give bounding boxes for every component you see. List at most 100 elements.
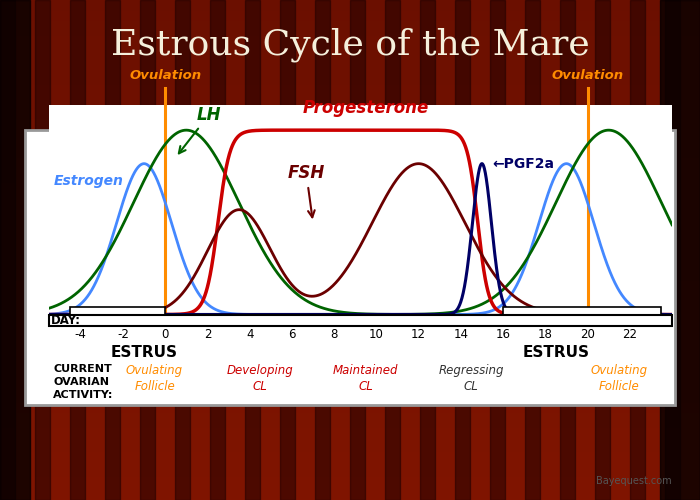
Bar — [0, 202, 700, 203]
Text: FSH: FSH — [288, 164, 325, 218]
Bar — [0, 373, 700, 374]
Bar — [0, 98, 700, 99]
Text: Maintained
CL: Maintained CL — [333, 364, 398, 393]
Bar — [0, 443, 700, 444]
Bar — [0, 495, 700, 496]
Bar — [0, 59, 700, 60]
Bar — [0, 54, 700, 55]
Bar — [0, 496, 700, 497]
Bar — [0, 36, 700, 37]
Bar — [0, 142, 700, 143]
Bar — [0, 350, 700, 351]
Bar — [245, 0, 260, 500]
Bar — [0, 444, 700, 445]
Bar — [0, 490, 700, 491]
Bar — [0, 431, 700, 432]
Bar — [0, 224, 700, 225]
Bar — [0, 418, 700, 419]
Bar — [0, 270, 700, 271]
Bar — [0, 237, 700, 238]
Bar — [0, 63, 700, 64]
Bar — [0, 82, 700, 83]
Bar — [0, 123, 700, 124]
Bar — [0, 277, 700, 278]
Bar — [0, 261, 700, 262]
Bar — [0, 312, 700, 313]
Bar — [490, 0, 505, 500]
Bar — [660, 0, 700, 500]
Bar — [0, 283, 700, 284]
Bar — [0, 94, 700, 95]
Bar — [0, 150, 700, 151]
Bar — [0, 206, 700, 207]
Bar — [0, 197, 700, 198]
Bar — [0, 410, 700, 411]
Bar — [0, 47, 700, 48]
Bar — [0, 327, 700, 328]
Bar — [0, 26, 700, 27]
Bar — [0, 115, 700, 116]
Bar — [0, 339, 700, 340]
Bar — [0, 46, 700, 47]
Bar — [0, 6, 700, 7]
Bar — [0, 232, 700, 233]
Text: ESTRUS: ESTRUS — [522, 345, 589, 360]
Bar — [0, 391, 700, 392]
Bar — [0, 254, 700, 255]
Bar — [0, 119, 700, 120]
Bar — [0, 175, 700, 176]
Bar — [0, 12, 700, 13]
Bar — [0, 337, 700, 338]
Bar — [0, 73, 700, 74]
Bar — [0, 413, 700, 414]
Bar — [0, 190, 700, 191]
Bar — [0, 497, 700, 498]
Bar — [0, 387, 700, 388]
Bar — [0, 290, 700, 291]
Bar — [0, 400, 700, 401]
Bar — [0, 317, 700, 318]
Bar — [0, 354, 700, 355]
Bar — [0, 131, 700, 132]
Bar — [0, 110, 700, 111]
Bar — [0, 203, 700, 204]
Bar — [0, 314, 700, 315]
Bar — [0, 184, 700, 185]
Bar — [0, 247, 700, 248]
Bar — [0, 161, 700, 162]
Bar — [0, 301, 700, 302]
Bar — [0, 300, 700, 301]
Bar — [0, 229, 700, 230]
Bar — [0, 27, 700, 28]
Bar — [0, 68, 700, 69]
Bar — [0, 17, 700, 18]
Bar — [0, 221, 700, 222]
Bar — [0, 241, 700, 242]
Bar — [0, 177, 700, 178]
Bar — [315, 0, 330, 500]
Bar — [0, 293, 700, 294]
Bar — [665, 0, 680, 500]
Bar — [0, 245, 700, 246]
Bar — [0, 439, 700, 440]
Bar — [0, 155, 700, 156]
Bar — [0, 295, 700, 296]
Bar — [0, 81, 700, 82]
Bar — [0, 383, 700, 384]
Bar — [0, 168, 700, 169]
Bar — [0, 304, 700, 305]
Bar — [0, 298, 700, 299]
Bar — [0, 311, 700, 312]
Bar — [0, 302, 700, 303]
Bar — [0, 159, 700, 160]
Bar — [0, 194, 700, 195]
Bar — [0, 417, 700, 418]
Bar — [0, 88, 700, 89]
Bar — [0, 180, 700, 181]
Bar — [0, 303, 700, 304]
Bar — [0, 116, 700, 117]
Bar — [0, 482, 700, 483]
Bar — [0, 420, 700, 421]
Bar — [0, 50, 700, 51]
Bar — [0, 338, 700, 339]
